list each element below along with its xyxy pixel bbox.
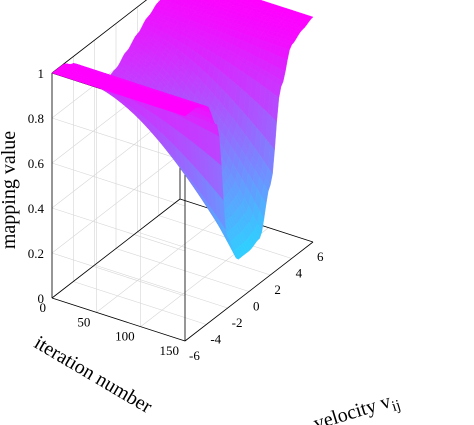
y-tick-label: 0 (40, 300, 47, 315)
z-tick-label: 0.8 (28, 111, 44, 126)
z-tick-label: 0.2 (28, 246, 44, 261)
grid-line-wall-z-back (51, 153, 181, 254)
x-tick-label: 2 (274, 282, 281, 297)
x-tick-label: 6 (317, 249, 324, 264)
y-axis-label: iteration number (30, 332, 156, 418)
grid-line-floor-x (73, 281, 207, 325)
grid-line-floor-y (96, 213, 225, 313)
x-axis-label-subscript: ij (390, 397, 403, 415)
grid-line-wall-z-left (51, 252, 186, 297)
y-tick-label: 50 (77, 314, 90, 329)
grid-line-floor-x (137, 231, 271, 276)
z-tick-label: 0.6 (28, 156, 45, 171)
axis-edge (51, 198, 181, 299)
x-tick-label: 4 (296, 266, 303, 281)
grid-line-wall-z-left (51, 117, 186, 162)
y-tick-label: 150 (160, 343, 180, 358)
axis-edge (184, 241, 314, 342)
surface-patch (180, 112, 188, 117)
grid-line-wall-z-left (51, 162, 186, 207)
x-axis-label-main: velocity v (311, 390, 393, 425)
surface (51, 0, 314, 260)
z-tick-label: 0 (38, 291, 45, 306)
z-tick-label: 1 (38, 66, 45, 81)
grid-line-floor-x (94, 264, 228, 309)
grid-line-wall-z-left (51, 207, 186, 252)
grid-line-floor-x (115, 248, 250, 292)
z-tick-label: 0.4 (28, 201, 45, 216)
axis-edge (51, 0, 148, 74)
x-axis-label: velocity vij (311, 388, 403, 425)
x-tick-label: -4 (210, 332, 221, 347)
z-axis-label: mapping value (0, 131, 20, 249)
y-tick-label: 100 (115, 329, 135, 344)
axis-edge (51, 297, 186, 342)
x-tick-label: -6 (189, 348, 200, 363)
x-tick-label: -2 (232, 315, 243, 330)
x-tick-label: 0 (253, 299, 260, 314)
